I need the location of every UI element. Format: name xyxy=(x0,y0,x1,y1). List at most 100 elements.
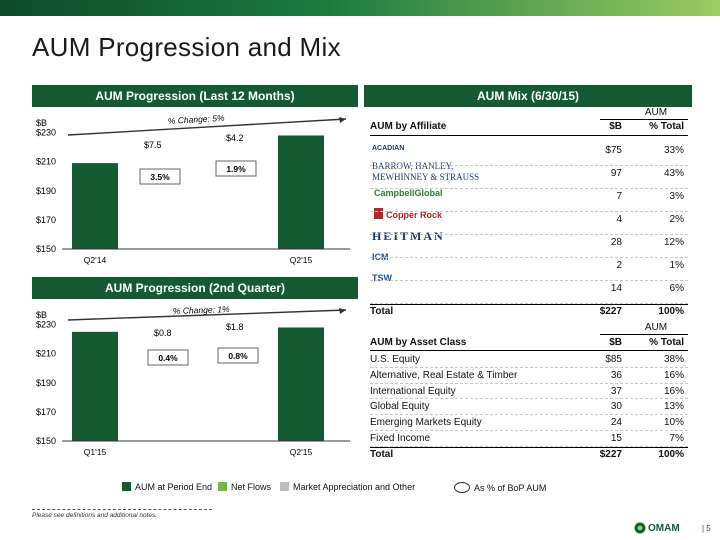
aff-total-pct: 100% xyxy=(658,306,684,317)
copper-rock-logo: Copper Rock xyxy=(386,210,443,220)
asset-total-label: Total xyxy=(370,448,394,460)
asset-row-pct: 10% xyxy=(663,417,684,429)
asset-row-sb: $85 xyxy=(605,354,622,365)
y-tick-label: $150 xyxy=(36,244,56,254)
aff-row-divider xyxy=(370,280,688,281)
bridge-pct-2: 1.9% xyxy=(226,164,246,174)
heitman-logo: HEITMAN xyxy=(372,229,445,243)
aff-row-sb: 14 xyxy=(610,283,622,294)
mix-title: AUM Mix (6/30/15) xyxy=(364,85,692,107)
unit-label: $B xyxy=(36,310,47,320)
legend-market-label: Market Appreciation and Other xyxy=(293,482,416,492)
aff-row-sb: 4 xyxy=(616,214,622,225)
aff-row-pct: 2% xyxy=(669,214,684,225)
aff-row-sb: 2 xyxy=(616,260,622,271)
bridge-pct-1: 0.4% xyxy=(158,353,178,363)
aff-row-pct: 12% xyxy=(663,237,684,248)
asset-row-sb: 24 xyxy=(610,417,622,429)
bridge-pct-2: 0.8% xyxy=(228,351,248,361)
footnote-rule xyxy=(32,509,212,510)
bhms-logo-1: BARROW, HANLEY, xyxy=(372,161,454,171)
change-arrow-head xyxy=(339,117,346,123)
bridge-pct-1: 3.5% xyxy=(150,172,170,182)
asset-heading: AUM by Asset Class xyxy=(370,337,467,348)
asset-row-name: International Equity xyxy=(370,385,456,397)
pct-bubble-1 xyxy=(147,349,189,366)
brand-name: OMAM xyxy=(648,523,680,534)
legend-bop: As % of BoP AUM xyxy=(454,482,546,493)
bar-Q2'15 xyxy=(278,327,324,441)
campbell-logo: CampbellGlobal xyxy=(374,188,443,198)
pct-change-label: % Change: 5% xyxy=(168,113,226,126)
asset-row-pct: 16% xyxy=(663,385,684,397)
asset-row-pct: 38% xyxy=(663,354,684,365)
asset-row-name: Emerging Markets Equity xyxy=(370,417,482,429)
aff-row-pct: 1% xyxy=(669,260,684,271)
asset-row-divider xyxy=(370,414,688,416)
chart2-title: AUM Progression (2nd Quarter) xyxy=(32,277,358,299)
legend-flows-label: Net Flows xyxy=(231,482,272,492)
pct-bubble-1 xyxy=(139,168,181,185)
bridge-label-1: $7.5 xyxy=(144,140,162,150)
aff-row-sb: 97 xyxy=(610,168,622,179)
page-title: AUM Progression and Mix xyxy=(32,32,341,62)
aff-col-pct: % Total xyxy=(649,121,684,132)
omam-logo-icon xyxy=(634,522,646,534)
y-tick-label: $210 xyxy=(36,349,56,359)
asset-row-pct: 13% xyxy=(663,401,684,413)
y-tick-label: $190 xyxy=(36,186,56,196)
bhms-logo-2: MEWHINNEY & STRAUSS xyxy=(372,172,480,182)
x-tick-label: Q2'14 xyxy=(84,255,107,265)
bar-Q2'14 xyxy=(72,163,118,249)
aff-row-sb: 28 xyxy=(610,237,622,248)
unit-label: $B xyxy=(36,118,47,128)
asset-row-divider xyxy=(370,398,688,400)
asset-total-sb: $227 xyxy=(599,448,622,460)
aff-row-divider xyxy=(370,234,688,235)
top-accent-bar xyxy=(0,0,720,16)
aff-row-sb: $75 xyxy=(605,145,622,156)
asset-header-rule xyxy=(370,350,688,351)
asset-row-divider xyxy=(370,366,688,368)
aff-group-header: AUM xyxy=(644,107,668,118)
x-tick-label: Q2'15 xyxy=(290,447,313,457)
asset-row-name: Alternative, Real Estate & Timber xyxy=(370,369,518,381)
y-tick-label: $150 xyxy=(36,436,56,446)
asset-row-name: U.S. Equity xyxy=(370,354,421,365)
asset-row-name: Global Equity xyxy=(370,401,430,413)
legend-bop-label: As % of BoP AUM xyxy=(474,483,547,493)
asset-row-pct: 7% xyxy=(669,433,684,444)
y-tick-label: $210 xyxy=(36,157,56,167)
legend-period: AUM at Period End xyxy=(122,482,212,492)
y-tick-label: $230 xyxy=(36,128,56,138)
change-arrow xyxy=(67,118,347,136)
aff-row-sb: 7 xyxy=(616,191,622,202)
asset-total-pct: 100% xyxy=(658,448,684,460)
aff-total-label: Total xyxy=(370,306,394,317)
y-tick-label: $230 xyxy=(36,320,56,330)
asset-col-pct: % Total xyxy=(649,337,684,348)
asset-group-header: AUM xyxy=(644,322,668,333)
bar-Q2'15 xyxy=(278,135,324,249)
footnote: Please see definitions and additional no… xyxy=(32,512,158,519)
aff-row-divider xyxy=(370,303,688,304)
aff-row-pct: 43% xyxy=(663,168,684,179)
tsw-logo: TSW xyxy=(372,273,392,283)
aff-row-pct: 33% xyxy=(663,145,684,156)
aff-col-sb: $B xyxy=(609,121,622,132)
pct-change-label: % Change: 1% xyxy=(173,304,230,316)
bridge-label-1: $0.8 xyxy=(154,328,172,338)
aff-row-divider xyxy=(370,165,688,166)
legend-period-label: AUM at Period End xyxy=(135,482,213,492)
bridge-label-2: $1.8 xyxy=(226,322,244,332)
y-tick-label: $190 xyxy=(36,378,56,388)
change-arrow-head xyxy=(339,308,346,314)
pct-bubble-2 xyxy=(217,347,259,364)
asset-row-divider xyxy=(370,445,688,447)
acadian-logo: ACADIAN xyxy=(372,145,405,152)
chart-aum-12-months: $B $150 $170 $190 $210 $230 % Change: 5% $7.… xyxy=(36,113,350,265)
chart-aum-2nd-quarter: $B $150 $170 $190 $210 $230 % Change: 1% $0.… xyxy=(36,304,350,457)
aff-row-divider xyxy=(370,257,688,258)
y-tick-label: $170 xyxy=(36,215,56,225)
legend-market: Market Appreciation and Other xyxy=(280,482,415,492)
